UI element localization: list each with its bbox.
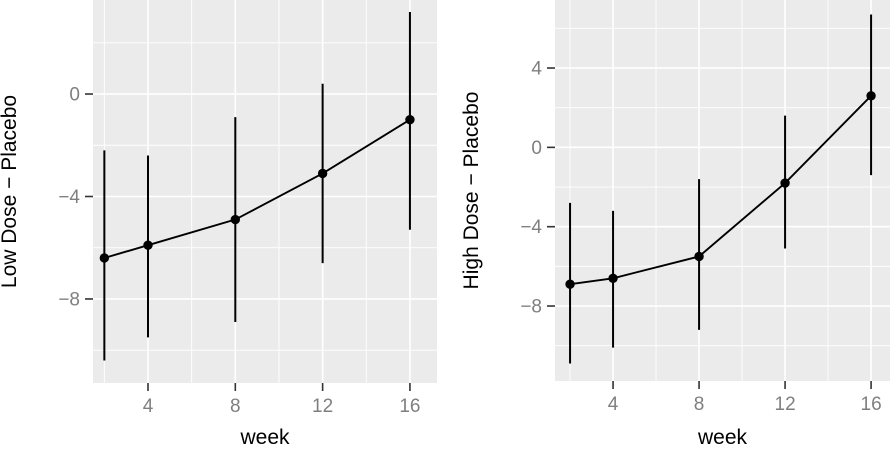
y-tick-label: 4 <box>531 59 542 80</box>
y-tick-label: −4 <box>520 217 542 238</box>
y-tick-label: −8 <box>58 289 80 310</box>
x-tick-label: 8 <box>230 396 241 417</box>
y-tick-label: 0 <box>69 85 80 106</box>
data-point <box>608 273 618 283</box>
low-dose-plot-container: 4 8 12 16 0 −4 −8 week Low Dose − Placebo <box>0 0 437 449</box>
data-point <box>866 91 876 101</box>
data-point <box>143 240 153 250</box>
x-tick-label: 4 <box>608 394 619 415</box>
y-axis-title: Low Dose − Placebo <box>0 95 21 288</box>
x-tick-label: 12 <box>312 396 333 417</box>
data-point <box>317 168 328 179</box>
data-point <box>230 214 241 225</box>
data-point <box>565 279 575 289</box>
high-dose-plot-container: 4 8 12 16 4 0 −4 −8 week High Dose − Placebo <box>445 0 890 455</box>
plot-panel <box>93 0 437 383</box>
plot-panel <box>555 0 890 381</box>
x-tick-label: 16 <box>399 396 420 417</box>
y-tick-label: −8 <box>520 297 542 318</box>
data-point <box>405 114 415 125</box>
data-point <box>99 253 110 263</box>
y-tick-label: −4 <box>58 187 80 208</box>
y-tick-label: 0 <box>531 138 542 159</box>
x-axis-title: week <box>239 426 290 449</box>
x-tick-label: 12 <box>775 394 796 415</box>
data-point <box>694 251 704 262</box>
x-tick-label: 16 <box>861 394 882 415</box>
x-tick-label: 4 <box>143 396 154 417</box>
high-dose-placebo-chart: 4 8 12 16 4 0 −4 −8 week High Dose − Placebo <box>460 0 890 449</box>
low-dose-placebo-chart: 4 8 12 16 0 −4 −8 week Low Dose − Placebo <box>0 0 437 449</box>
x-tick-label: 8 <box>694 394 705 415</box>
data-point <box>780 178 790 188</box>
x-axis-title: week <box>697 426 748 449</box>
y-axis-title: High Dose − Placebo <box>460 92 483 290</box>
